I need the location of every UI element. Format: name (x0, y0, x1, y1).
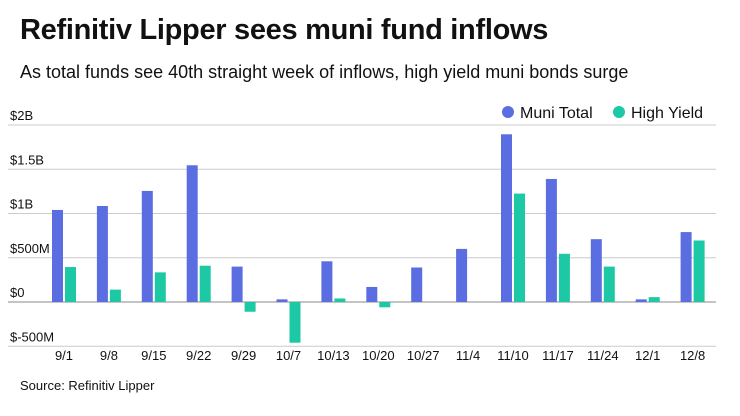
bar-high-yield-9-8 (109, 289, 121, 302)
bar-high-yield-9-1 (65, 267, 76, 302)
bar-muni-total-11-17 (545, 178, 557, 302)
x-tick-label: 10/27 (407, 348, 440, 363)
legend: Muni Total High Yield (502, 105, 703, 122)
bar-high-yield-9-15 (154, 272, 166, 302)
bar-high-yield-11-10 (514, 193, 525, 302)
bar-high-yield-12-1 (648, 297, 660, 302)
bar-muni-total-11-24 (590, 239, 602, 302)
bar-high-yield-12-8 (693, 240, 705, 302)
bar-muni-total-10-13 (321, 261, 333, 302)
y-tick-label: $1.5B (10, 152, 44, 167)
bar-muni-total-9-22 (186, 165, 198, 302)
y-tick-label: $2B (10, 108, 33, 123)
legend-swatch-high-yield (613, 106, 625, 118)
x-tick-label: 11/17 (542, 348, 574, 363)
chart-subtitle: As total funds see 40th straight week of… (20, 62, 629, 82)
x-tick-label: 12/8 (680, 348, 705, 363)
x-tick-label: 11/4 (456, 348, 480, 363)
bar-high-yield-9-29 (244, 302, 256, 312)
bar-muni-total-9-8 (96, 205, 108, 302)
bar-muni-total-10-20 (366, 286, 378, 302)
bar-high-yield-10-7 (289, 302, 301, 343)
legend-label-muni-total: Muni Total (520, 105, 593, 122)
x-tick-label: 9/22 (186, 348, 211, 363)
bar-high-yield-9-22 (199, 265, 211, 302)
x-tick-label: 9/1 (55, 348, 73, 363)
bar-high-yield-11-24 (603, 266, 615, 302)
y-tick-label: $500M (10, 241, 50, 256)
x-tick-label: 12/1 (635, 348, 660, 363)
bar-muni-total-9-29 (231, 266, 243, 302)
x-tick-label: 11/24 (587, 348, 619, 363)
x-tick-label: 9/8 (100, 348, 118, 363)
x-tick-label: 9/29 (231, 348, 256, 363)
bars (52, 134, 705, 343)
x-tick-label: 10/13 (317, 348, 350, 363)
y-tick-label: $-500M (10, 329, 54, 344)
bar-muni-total-11-4 (456, 248, 468, 302)
bar-muni-total-12-8 (680, 232, 692, 302)
bar-muni-total-10-7 (276, 299, 288, 302)
x-tick-label: 10/20 (362, 348, 395, 363)
source-note: Source: Refinitiv Lipper (20, 378, 155, 393)
bar-high-yield-10-20 (379, 302, 391, 308)
x-tick-label: 10/7 (276, 348, 301, 363)
legend-label-high-yield: High Yield (631, 105, 703, 122)
x-tick-label: 9/15 (141, 348, 166, 363)
chart-title: Refinitiv Lipper sees muni fund inflows (20, 14, 549, 46)
y-tick-label: $0 (10, 285, 24, 300)
x-tick-label: 11/10 (497, 348, 529, 363)
bar-muni-total-9-1 (52, 209, 63, 302)
bar-high-yield-11-17 (558, 253, 570, 302)
bar-muni-total-11-10 (501, 134, 512, 302)
gridlines (8, 124, 716, 347)
bar-muni-total-10-27 (411, 267, 423, 302)
y-tick-label: $1B (10, 197, 33, 212)
legend-swatch-muni-total (502, 106, 514, 118)
bar-high-yield-10-13 (334, 298, 346, 302)
bar-muni-total-9-15 (141, 190, 153, 302)
bar-muni-total-12-1 (635, 299, 647, 302)
